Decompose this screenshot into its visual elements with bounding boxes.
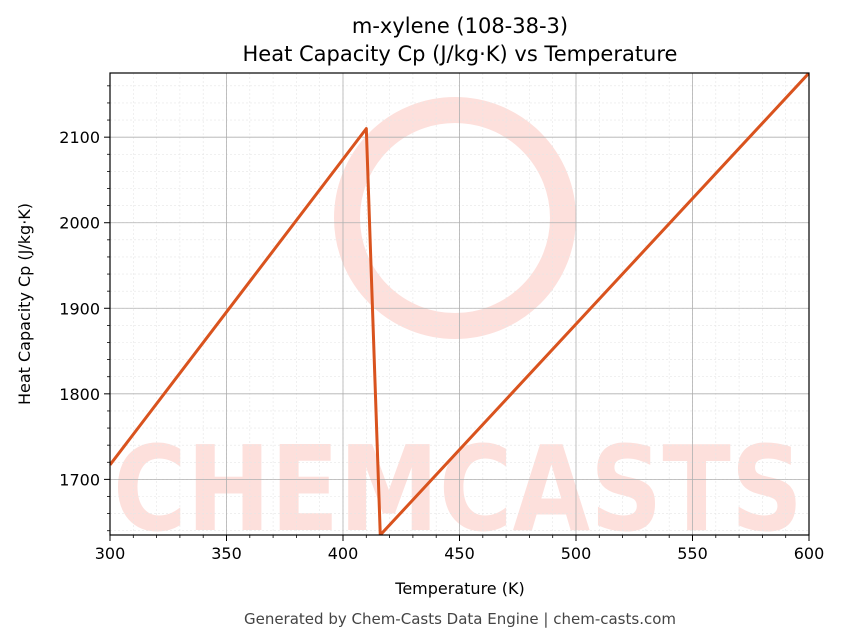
chart-title: m-xylene (108-38-3)	[352, 14, 568, 38]
y-tick-label: 2000	[59, 214, 100, 233]
chemcasts-watermark: CHEMCASTS	[113, 97, 803, 558]
y-axis-label: Heat Capacity Cp (J/kg·K)	[15, 203, 34, 405]
x-tick-label: 550	[677, 544, 708, 563]
chart-subtitle: Heat Capacity Cp (J/kg·K) vs Temperature	[243, 42, 678, 66]
x-tick-label: 450	[444, 544, 475, 563]
x-tick-label: 500	[561, 544, 592, 563]
footer-credit: Generated by Chem-Casts Data Engine | ch…	[244, 610, 676, 628]
x-axis-label: Temperature (K)	[394, 579, 524, 598]
x-tick-label: 350	[211, 544, 242, 563]
x-tick-label: 300	[95, 544, 126, 563]
y-tick-label: 1900	[59, 299, 100, 318]
cp-series-line	[110, 73, 809, 535]
y-tick-label: 1800	[59, 385, 100, 404]
x-tick-label: 400	[328, 544, 359, 563]
y-tick-label: 1700	[59, 470, 100, 489]
y-tick-label: 2100	[59, 128, 100, 147]
x-tick-label: 600	[794, 544, 825, 563]
svg-text:CHEMCASTS: CHEMCASTS	[113, 420, 803, 558]
